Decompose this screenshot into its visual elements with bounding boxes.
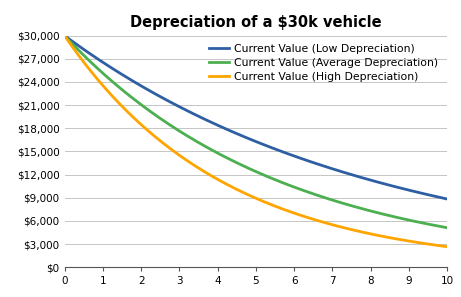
Current Value (High Depreciation) [243,192,249,196]
Current Value (Average Depreciation) [246,167,251,170]
Current Value (Average Depreciation) [243,165,249,169]
Line: Current Value (Average Depreciation): Current Value (Average Depreciation) [65,36,447,228]
Current Value (High Depreciation) [435,244,441,247]
Current Value (High Depreciation) [290,211,295,214]
Current Value (Average Depreciation) [269,176,274,180]
Current Value (Low Depreciation) [290,154,295,157]
Current Value (Average Depreciation) [375,211,381,215]
Current Value (High Depreciation) [269,203,274,206]
Line: Current Value (Low Depreciation): Current Value (Low Depreciation) [65,36,447,199]
Current Value (Low Depreciation) [444,197,450,201]
Current Value (High Depreciation) [246,193,251,197]
Current Value (Low Depreciation) [246,137,251,140]
Current Value (Average Depreciation) [444,226,450,230]
Current Value (High Depreciation) [62,34,67,37]
Current Value (Low Depreciation) [269,146,274,149]
Current Value (High Depreciation) [444,245,450,249]
Current Value (Average Depreciation) [62,34,67,37]
Current Value (Low Depreciation) [62,34,67,37]
Current Value (Low Depreciation) [435,195,441,199]
Line: Current Value (High Depreciation): Current Value (High Depreciation) [65,36,447,247]
Title: Depreciation of a $30k vehicle: Depreciation of a $30k vehicle [130,15,382,30]
Current Value (Average Depreciation) [290,185,295,188]
Current Value (Low Depreciation) [243,136,249,139]
Current Value (Average Depreciation) [435,224,441,228]
Current Value (High Depreciation) [375,234,381,237]
Current Value (Low Depreciation) [375,180,381,184]
Legend: Current Value (Low Depreciation), Current Value (Average Depreciation), Current : Current Value (Low Depreciation), Curren… [206,41,442,85]
